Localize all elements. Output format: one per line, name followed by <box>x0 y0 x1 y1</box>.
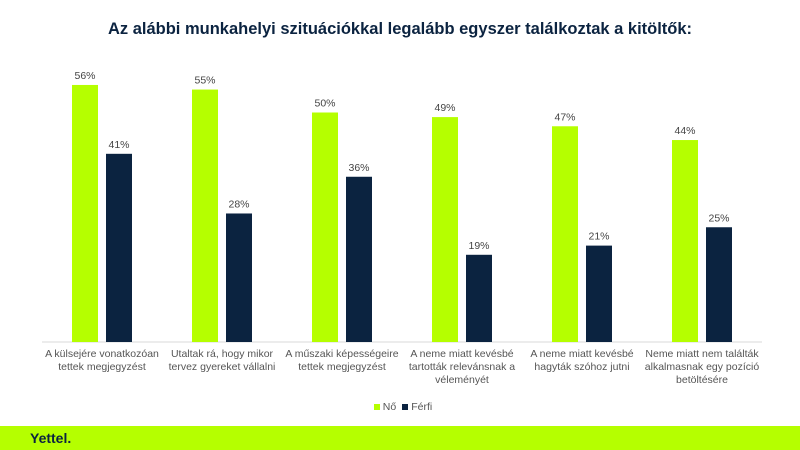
category-label: A neme miatt kevésbé hagyták szóhoz jutn… <box>530 348 634 373</box>
legend-label: Férfi <box>411 401 433 413</box>
bar-ferfi <box>346 176 372 342</box>
bar-no <box>432 117 458 342</box>
yettel-logo: Yettel. <box>30 430 72 446</box>
bar-ferfi <box>226 213 252 342</box>
footer-band: Yettel. <box>0 426 800 450</box>
data-label: 36% <box>348 162 369 174</box>
data-label: 21% <box>588 231 609 243</box>
category-label: A külsejére vonatkozóan tettek megjegyzé… <box>45 348 159 373</box>
legend: Nő Férfi <box>0 401 800 413</box>
category-label: Neme miatt nem találták alkalmasnak egy … <box>644 348 760 386</box>
data-label: 41% <box>108 139 129 151</box>
category-label: A műszaki képességeire tettek megjegyzés… <box>285 348 399 373</box>
data-label: 44% <box>674 125 695 137</box>
chart-title: Az alábbi munkahelyi szituációkkal legal… <box>107 20 693 38</box>
bar-no <box>72 84 98 343</box>
bar-ferfi <box>706 227 732 342</box>
data-label: 56% <box>74 70 95 82</box>
bar-ferfi <box>586 245 612 342</box>
bar-no <box>552 126 578 343</box>
bar-no <box>312 112 338 342</box>
bar-no <box>672 140 698 342</box>
bar-ferfi <box>466 254 492 342</box>
category-label: A neme miatt kevésbé tartották relevánsn… <box>408 348 516 386</box>
category-label: Utaltak rá, hogy mikor tervez gyereket v… <box>168 348 276 373</box>
data-label: 50% <box>314 98 335 110</box>
legend-swatch <box>402 404 409 411</box>
legend-label: Nő <box>382 401 397 413</box>
bar-no <box>192 89 218 342</box>
data-label: 28% <box>228 198 249 210</box>
bar-ferfi <box>106 153 132 342</box>
data-label: 19% <box>468 240 489 252</box>
data-label: 47% <box>554 111 575 123</box>
data-label: 25% <box>708 212 729 224</box>
legend-swatch <box>373 404 380 411</box>
data-label: 55% <box>194 75 215 87</box>
data-label: 49% <box>434 102 455 114</box>
